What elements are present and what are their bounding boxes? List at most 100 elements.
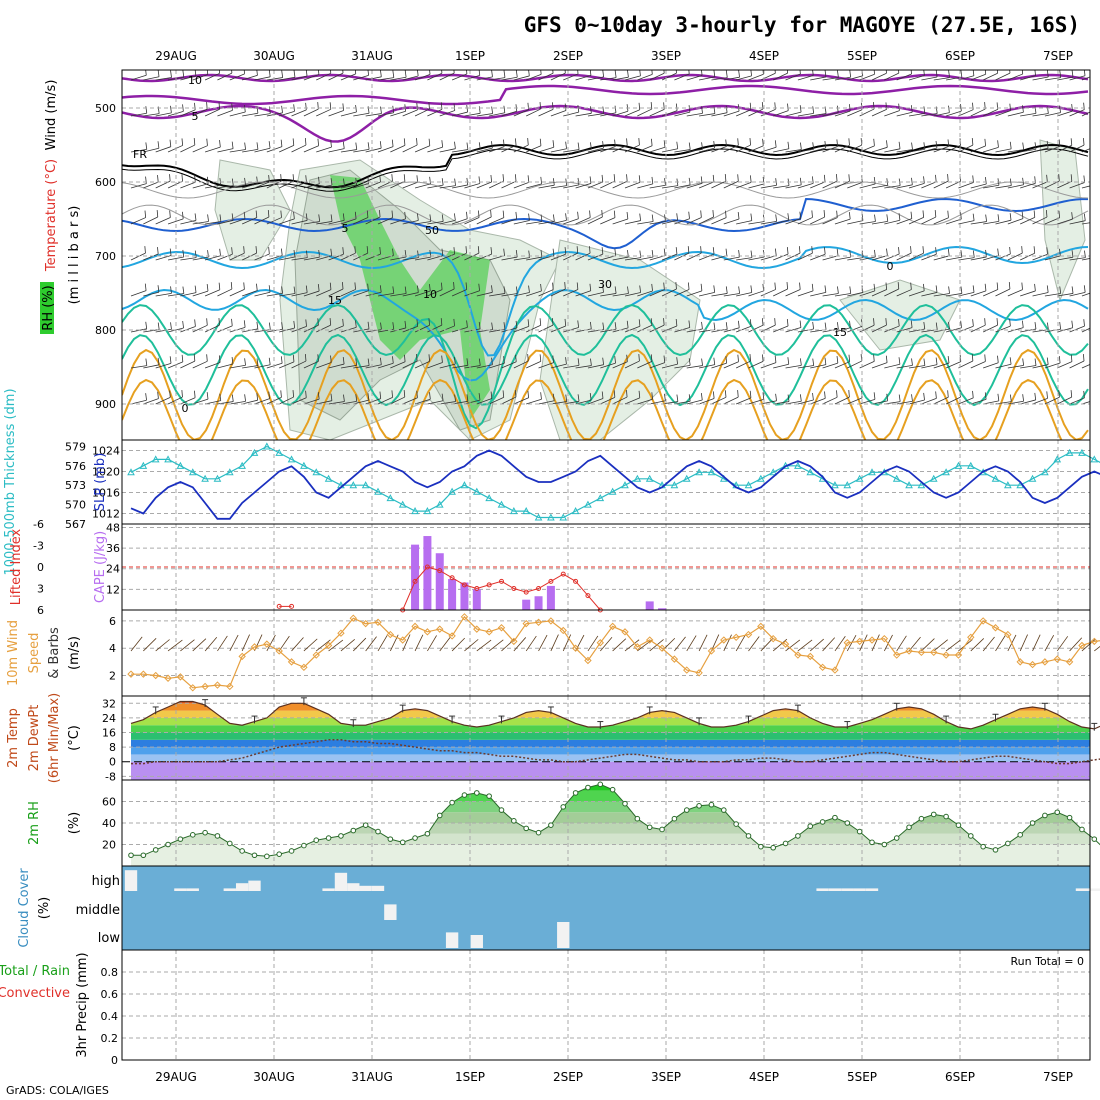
wind-barb: [279, 145, 294, 153]
wind-barb: [1032, 76, 1049, 81]
wind-barb: [737, 174, 739, 182]
rh-point: [375, 828, 381, 835]
wind-barb: [254, 329, 271, 333]
wind-barb: [589, 321, 592, 329]
wind-barb: [923, 176, 925, 184]
thickness-point: [411, 507, 419, 515]
temp-band: [131, 761, 1090, 780]
wind-barb: [1009, 103, 1011, 111]
wind-barb: [624, 257, 641, 261]
wind-barb: [748, 256, 765, 261]
wind-barb: [380, 357, 382, 365]
wind-barb: [353, 217, 369, 225]
wind-barb: [698, 181, 715, 189]
slp-tick: 1020: [92, 466, 120, 479]
wind-barb: [982, 109, 998, 117]
rh-point: [782, 840, 789, 847]
wind-barb: [167, 361, 183, 369]
thickness-point: [225, 468, 234, 476]
wind-barb: [217, 253, 233, 261]
wind-barb: [343, 394, 345, 402]
wind-barb: [637, 398, 653, 405]
wind-barb: [204, 72, 220, 81]
rh-point: [1042, 812, 1048, 819]
wind-barb: [392, 70, 395, 78]
cloud-bar-low: [445, 932, 459, 948]
wind-barb: [1081, 111, 1090, 117]
wind-barb: [206, 354, 208, 362]
wind-barb: [1084, 250, 1086, 258]
wind-barb: [231, 178, 234, 186]
wind-barb: [1058, 355, 1061, 364]
wind-barb: [1070, 174, 1073, 182]
wind-speed-point: [1053, 655, 1061, 663]
wind-barb: [1081, 638, 1096, 652]
wind-barb: [1083, 175, 1086, 183]
wind-barb: [822, 180, 838, 189]
wind-barb: [970, 324, 986, 333]
wind-barb: [935, 391, 937, 399]
rh-point: [449, 799, 455, 806]
wind-barb: [946, 293, 962, 297]
wind-barb: [1069, 144, 1085, 153]
wind-barb: [736, 182, 752, 189]
wind-barb: [180, 257, 197, 261]
wind-barb: [688, 358, 691, 366]
wind-barb: [908, 399, 925, 405]
wind-barb: [847, 397, 863, 405]
wind-barb: [1021, 70, 1024, 75]
wind-barb: [193, 354, 196, 362]
wind-barb: [810, 364, 826, 369]
wind-barb: [748, 398, 764, 405]
cloud-level-label: high: [92, 874, 120, 889]
wind-barb: [587, 216, 603, 225]
wind-barb: [145, 321, 148, 329]
wind-barb: [1044, 293, 1061, 297]
wind-barb: [390, 218, 406, 225]
wind-barb: [453, 247, 456, 255]
cloud-level-label: low: [98, 931, 121, 946]
wind-barb: [231, 103, 233, 111]
li-tick: 6: [37, 604, 44, 617]
thickness-point: [843, 481, 852, 489]
wind-barb: [725, 248, 728, 256]
wind-barb: [982, 636, 995, 652]
wind-barb: [1046, 391, 1048, 399]
wind-barb: [663, 70, 665, 74]
wind-barb: [379, 285, 382, 293]
wind-barb: [995, 219, 1012, 225]
wind-barb: [1071, 250, 1074, 258]
rh-point: [387, 836, 394, 842]
wind-barb: [1032, 329, 1049, 333]
rh-point: [671, 815, 678, 822]
wind-barb: [760, 289, 776, 297]
wind-speed-point: [250, 643, 259, 651]
temp-tick: 16: [102, 727, 116, 740]
wind-barb: [723, 256, 740, 261]
wind-barb: [439, 185, 456, 189]
wind-barb: [797, 365, 814, 369]
wind-speed-point: [386, 630, 395, 639]
wind-barb: [948, 70, 950, 78]
wind-barb: [414, 290, 431, 297]
wind-barb: [513, 144, 529, 153]
wind-speed-point: [1078, 641, 1086, 650]
wind-barb: [699, 364, 715, 369]
wind-barb: [218, 355, 221, 363]
wind-speed-point: [436, 625, 444, 633]
wind-barb: [143, 76, 160, 81]
rh-point: [930, 811, 937, 818]
panel-labels: Wind (m/s)Temperature (°C)RH (%)(m i l l…: [0, 80, 108, 1058]
wind-barb: [328, 288, 344, 297]
wind-barb: [180, 109, 196, 117]
wind-barb: [167, 396, 183, 405]
wind-barb: [775, 393, 777, 401]
wind-speed-point: [1065, 658, 1074, 666]
wind-barb: [540, 70, 542, 75]
wind-barb: [1007, 184, 1024, 189]
wind-speed-point: [831, 666, 839, 674]
wind-barb: [1070, 390, 1073, 398]
wind-barb: [441, 248, 444, 256]
wind-barb: [612, 76, 629, 81]
rh-point: [832, 814, 838, 821]
